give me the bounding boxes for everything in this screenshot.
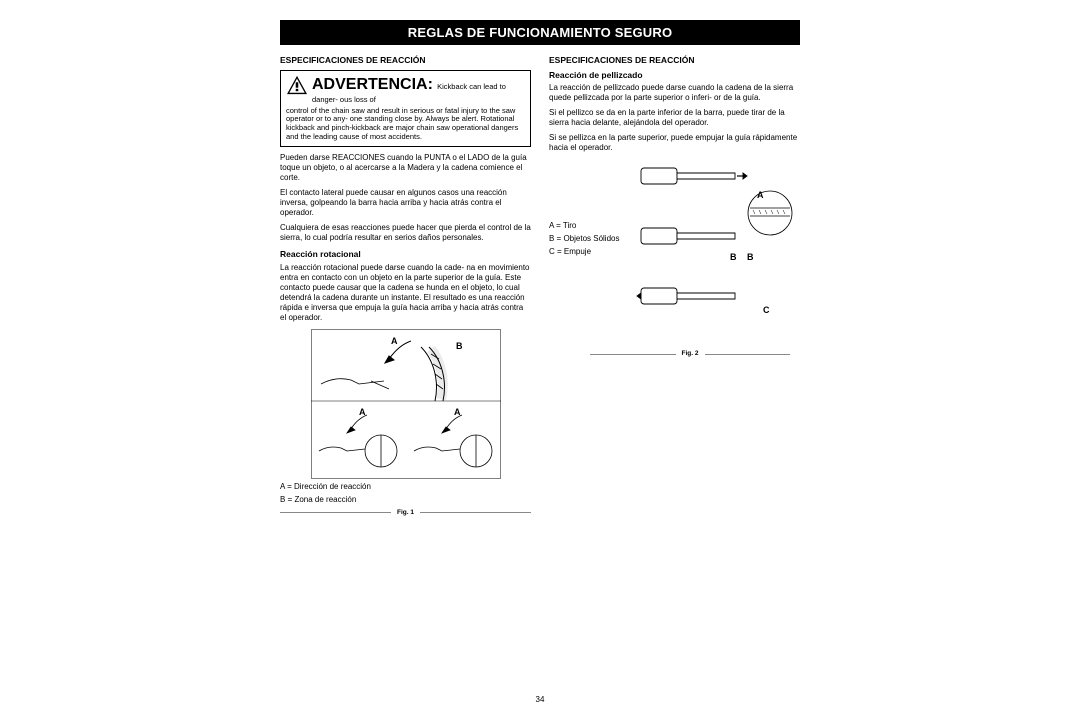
right-column: ESPECIFICACIONES DE REACCIÓN Reacción de… — [549, 55, 800, 517]
fig1-label-b: B — [456, 341, 463, 351]
manual-page: REGLAS DE FUNCIONAMIENTO SEGURO ESPECIFI… — [280, 20, 800, 517]
warning-body: control of the chain saw and result in s… — [286, 107, 525, 142]
fig1-label-a2: A — [359, 407, 366, 417]
content-columns: ESPECIFICACIONES DE REACCIÓN ADVERTENCIA… — [280, 55, 800, 517]
fig2-legend-b: B = Objetos Sólidos — [549, 234, 629, 244]
fig2-caption: Fig. 2 — [682, 350, 699, 358]
left-para-3: Cualquiera de esas reacciones puede hace… — [280, 223, 531, 243]
fig1-caption: Fig. 1 — [397, 509, 414, 517]
left-para-1: Pueden darse REACCIONES cuando la PUNTA … — [280, 153, 531, 183]
right-heading: ESPECIFICACIONES DE REACCIÓN — [549, 55, 800, 66]
left-heading: ESPECIFICACIONES DE REACCIÓN — [280, 55, 531, 66]
fig2-label-b2: B — [747, 252, 754, 262]
fig2-label-c: C — [763, 305, 770, 315]
fig2-legend-c: C = Empuje — [549, 247, 629, 257]
fig1-label-a: A — [391, 336, 398, 346]
fig2-label-b1: B — [730, 252, 737, 262]
left-para-2: El contacto lateral puede causar en algu… — [280, 188, 531, 218]
title-bar: REGLAS DE FUNCIONAMIENTO SEGURO — [280, 20, 800, 45]
left-column: ESPECIFICACIONES DE REACCIÓN ADVERTENCIA… — [280, 55, 531, 517]
right-subheading-1: Reacción de pellizcado — [549, 70, 800, 81]
right-para-1: La reacción de pellizcado puede darse cu… — [549, 83, 800, 103]
figure-2: A — [635, 158, 795, 348]
page-number: 34 — [0, 695, 1080, 704]
left-subheading-1: Reacción rotacional — [280, 249, 531, 260]
fig2-legend-a: A = Tiro — [549, 221, 629, 231]
fig1-legend-b: B = Zona de reacción — [280, 495, 531, 505]
right-para-3: Si se pellizca en la parte superior, pue… — [549, 133, 800, 153]
warning-title: ADVERTENCIA: — [312, 76, 433, 93]
warning-triangle-icon — [286, 75, 308, 95]
right-para-2: Si el pellizco se da en la parte inferio… — [549, 108, 800, 128]
warning-box: ADVERTENCIA: Kickback can lead to danger… — [280, 70, 531, 148]
left-para-4: La reacción rotacional puede darse cuand… — [280, 263, 531, 323]
figure-1: A B A — [311, 329, 501, 479]
fig1-label-a3: A — [454, 407, 461, 417]
fig1-legend-a: A = Dirección de reacción — [280, 482, 531, 492]
